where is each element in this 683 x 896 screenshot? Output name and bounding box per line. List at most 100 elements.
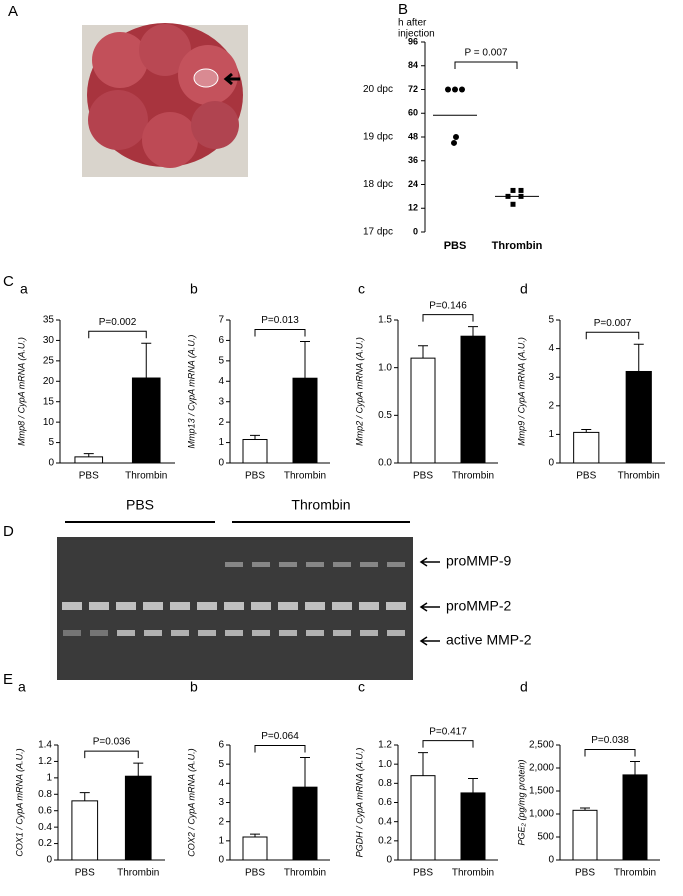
x-tick-label: PBS: [575, 868, 595, 879]
gel-band: [116, 602, 136, 610]
y-axis-label: Mmp8 / CypA mRNA (A.U.): [16, 337, 26, 446]
p-value: P=0.013: [261, 315, 299, 326]
gel-band: [170, 602, 190, 610]
gel-band: [224, 602, 244, 610]
gel-band: [360, 562, 378, 567]
y-tick-label: 500: [537, 832, 554, 843]
y-tick-label: 1: [46, 772, 52, 783]
y-tick-label: 0.6: [38, 805, 52, 816]
x-tick-label: PBS: [245, 471, 265, 482]
y-tick-label: 0: [48, 458, 54, 469]
bar: [460, 792, 486, 861]
y-tick-label: 1,000: [529, 809, 554, 820]
y-tick-label: 0.4: [378, 816, 392, 827]
gel-band: [360, 630, 378, 636]
band-label: active MMP-2: [446, 632, 532, 648]
gel-band: [306, 630, 324, 636]
y-tick-label: 36: [408, 155, 418, 165]
stage-label: 18 dpc: [363, 179, 393, 190]
error-bar: [300, 340, 310, 379]
point: [445, 86, 451, 93]
y-tick-label: 4: [218, 778, 224, 789]
error-bar: [83, 453, 94, 457]
panel-letter: B: [398, 1, 408, 18]
y-axis-label: h after: [398, 18, 427, 29]
gel: [57, 537, 413, 680]
y-axis-label: injection: [398, 29, 435, 40]
y-tick-label: 5: [218, 759, 224, 770]
p-value: P=0.036: [93, 737, 131, 748]
error-bar: [250, 833, 260, 837]
y-tick-label: 2,000: [529, 763, 554, 774]
p-value: P=0.007: [594, 318, 632, 329]
gel-band: [387, 630, 405, 636]
error-bar: [633, 343, 644, 372]
bracket: [454, 61, 518, 69]
point: [459, 86, 465, 93]
gel-band: [387, 562, 405, 567]
y-tick-label: 2: [548, 400, 554, 411]
point: [518, 187, 524, 193]
x-tick-label: Thrombin: [452, 868, 494, 879]
gel-band: [144, 630, 162, 636]
y-tick-label: 1.2: [378, 740, 392, 751]
y-tick-label: 0: [548, 855, 554, 866]
x-tick-label: Thrombin: [492, 240, 543, 252]
y-tick-label: 30: [43, 335, 55, 346]
y-tick-label: 5: [548, 315, 554, 326]
y-axis-label: Mmp2 / CypA mRNA (A.U.): [354, 337, 364, 446]
gel-band: [225, 630, 243, 636]
gel-band: [143, 602, 163, 610]
y-axis-label: COX1 / CypA mRNA (A.U.): [14, 748, 24, 856]
bar: [71, 800, 99, 861]
y-tick-label: 0.8: [378, 778, 392, 789]
bar: [573, 431, 600, 464]
gel-band: [252, 630, 270, 636]
gel-band: [89, 602, 109, 610]
x-tick-label: PBS: [79, 471, 99, 482]
point: [510, 187, 516, 193]
p-value: P=0.417: [429, 726, 467, 737]
y-tick-label: 1,500: [529, 786, 554, 797]
bar: [572, 809, 598, 861]
panel-sub-letter: a: [18, 679, 26, 695]
bracket: [422, 740, 474, 748]
x-tick-label: PBS: [444, 240, 467, 252]
x-tick-label: Thrombin: [614, 868, 656, 879]
gel-band: [63, 630, 81, 636]
bar: [292, 377, 318, 464]
y-tick-label: 3: [218, 797, 224, 808]
y-tick-label: 0: [46, 855, 52, 866]
y-axis-label: COX2 / CypA mRNA (A.U.): [186, 748, 196, 856]
y-axis-label: PGDH / CypA mRNA (A.U.): [354, 748, 364, 858]
x-tick-label: Thrombin: [284, 868, 326, 879]
gel-band: [90, 630, 108, 636]
point: [510, 201, 516, 207]
bracket: [422, 314, 474, 322]
arrow: [419, 557, 440, 567]
bar: [625, 370, 652, 464]
x-tick-label: PBS: [75, 868, 95, 879]
y-tick-label: 25: [43, 355, 55, 366]
band-label: proMMP-9: [446, 553, 512, 569]
y-axis-label: Mmp13 / CypA mRNA (A.U.): [186, 335, 196, 449]
x-tick-label: Thrombin: [284, 471, 326, 482]
y-tick-label: 0.2: [378, 835, 392, 846]
x-tick-label: PBS: [413, 868, 433, 879]
gel-band: [171, 630, 189, 636]
y-tick-label: 72: [408, 84, 418, 94]
y-tick-label: 0.0: [378, 458, 392, 469]
band-label: proMMP-2: [446, 598, 512, 614]
gel-band: [333, 562, 351, 567]
y-tick-label: 1: [548, 429, 554, 440]
point: [451, 139, 457, 146]
stage-label: 19 dpc: [363, 132, 393, 143]
panel-sub-letter: a: [20, 281, 28, 297]
panel-sub-letter: d: [520, 679, 528, 695]
y-tick-label: 1.4: [38, 740, 52, 751]
error-bar: [79, 792, 90, 801]
bracket: [584, 749, 636, 757]
photo: [82, 23, 248, 177]
panel-sub-letter: c: [358, 679, 365, 695]
